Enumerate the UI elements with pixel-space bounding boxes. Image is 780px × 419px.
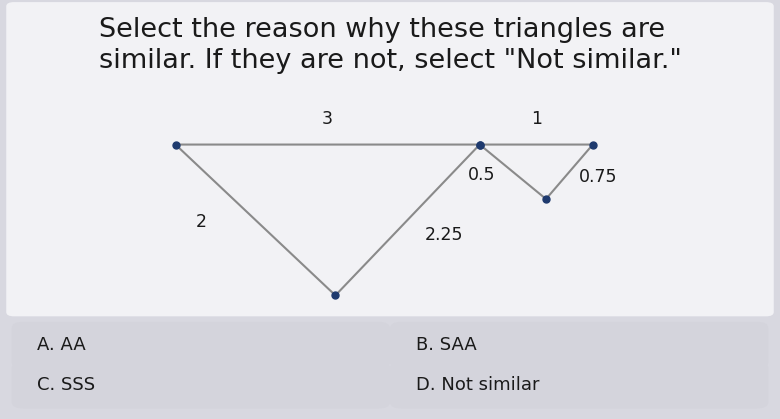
FancyBboxPatch shape <box>6 2 774 316</box>
FancyBboxPatch shape <box>390 362 768 409</box>
FancyBboxPatch shape <box>390 322 768 369</box>
Text: Select the reason why these triangles are
similar. If they are not, select "Not : Select the reason why these triangles ar… <box>98 17 682 74</box>
Text: 1: 1 <box>531 110 542 128</box>
Text: C. SSS: C. SSS <box>37 376 96 394</box>
Text: 0.75: 0.75 <box>579 168 617 186</box>
Text: 2: 2 <box>196 213 207 231</box>
Text: B. SAA: B. SAA <box>416 336 477 354</box>
Text: 0.5: 0.5 <box>468 166 495 184</box>
FancyBboxPatch shape <box>12 362 390 409</box>
Text: 3: 3 <box>322 110 333 128</box>
Text: A. AA: A. AA <box>37 336 86 354</box>
Text: D. Not similar: D. Not similar <box>416 376 539 394</box>
Text: 2.25: 2.25 <box>425 226 463 243</box>
FancyBboxPatch shape <box>12 322 390 369</box>
